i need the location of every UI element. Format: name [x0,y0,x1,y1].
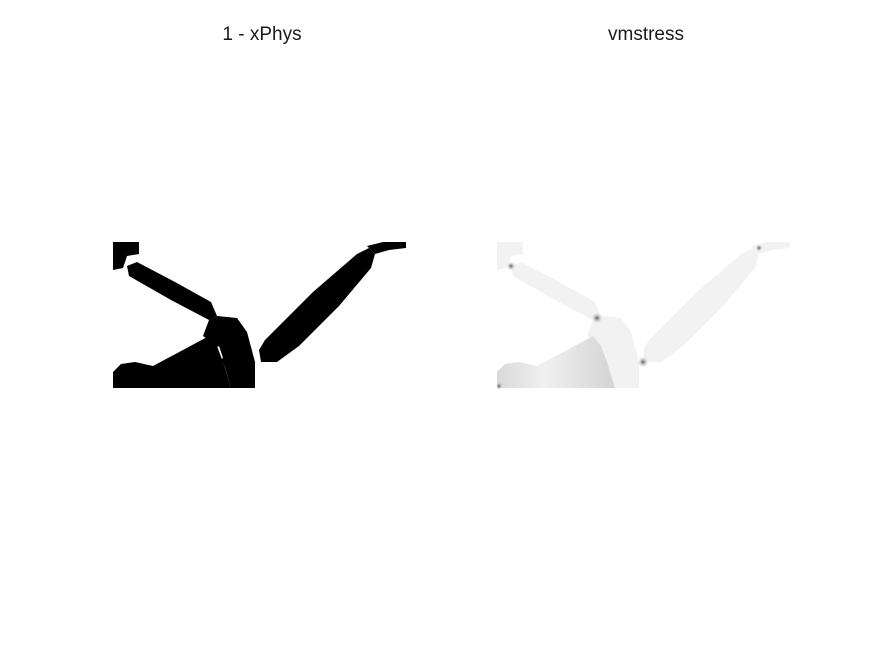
stress-hotspot-joint [591,312,603,324]
density-image [113,240,406,390]
stress-bottom-chord [497,336,615,388]
stress-image [497,240,790,390]
density-right-strut [259,248,375,362]
stress-plot-title: vmstress [608,24,684,46]
density-plot [113,240,406,390]
density-left-strut [127,262,217,320]
stress-plot [497,240,790,390]
density-plot-title: 1 - xPhys [222,24,301,46]
stress-hotspot-top-left [506,261,516,271]
stress-hotspot-mid [637,356,649,368]
stress-hotspot-top-right [755,244,763,252]
stress-left-strut [511,262,601,320]
density-bottom-chord [113,336,231,388]
stress-right-strut [643,248,759,362]
